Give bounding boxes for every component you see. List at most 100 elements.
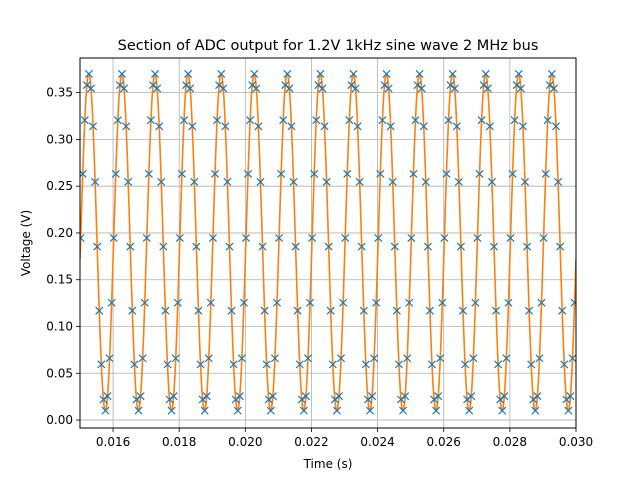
y-tick-label: 0.10 xyxy=(46,319,73,333)
adc-sample-marker xyxy=(233,406,242,415)
x-tick-label: 0.026 xyxy=(427,435,461,449)
adc-sample-marker xyxy=(537,298,546,307)
adc-sample-marker xyxy=(241,233,251,243)
adc-sample-marker xyxy=(386,122,395,131)
adc-sample-marker xyxy=(452,122,461,131)
adc-sample-marker xyxy=(370,354,379,363)
adc-sample-marker xyxy=(419,122,428,131)
adc-sample-marker xyxy=(339,298,348,307)
adc-sample-marker xyxy=(268,392,277,401)
adc-sample-marker xyxy=(436,354,445,363)
adc-sample-marker xyxy=(355,177,364,186)
adc-sample-marker xyxy=(221,122,230,131)
y-ticks: 0.00 0.05 0.10 0.15 0.20 0.25 0.30 0.35 xyxy=(46,86,80,427)
adc-sample-marker xyxy=(483,84,492,93)
adc-sample-marker xyxy=(566,392,575,401)
adc-sample-marker xyxy=(308,233,317,243)
adc-sample-marker xyxy=(122,122,131,131)
adc-sample-marker xyxy=(409,169,418,178)
adc-sample-marker xyxy=(427,360,437,369)
adc-sample-marker xyxy=(153,84,162,93)
adc-sample-marker xyxy=(520,177,530,186)
adc-sample-marker xyxy=(514,69,523,78)
adc-sample-marker xyxy=(239,298,248,307)
adc-sample-marker xyxy=(444,116,453,125)
adc-sample-marker xyxy=(260,306,269,315)
adc-sample-marker xyxy=(353,122,362,131)
adc-sample-marker xyxy=(568,354,576,363)
adc-sample-marker xyxy=(421,177,430,186)
adc-sample-marker xyxy=(506,233,515,243)
adc-sample-marker xyxy=(105,354,114,363)
adc-sample-marker xyxy=(89,122,98,131)
x-tick-label: 0.024 xyxy=(360,435,394,449)
adc-sample-marker xyxy=(368,392,377,401)
adc-sample-marker xyxy=(415,69,424,78)
adc-sample-marker xyxy=(475,169,484,178)
adc-sample-marker xyxy=(124,177,133,186)
adc-sample-marker xyxy=(80,233,85,243)
adc-sample-marker xyxy=(328,360,337,369)
adc-sample-marker xyxy=(326,306,335,315)
x-tick-label: 0.020 xyxy=(228,435,262,449)
adc-sample-marker xyxy=(235,392,244,401)
adc-sample-marker xyxy=(320,122,329,131)
adc-sample-marker xyxy=(359,306,368,315)
adc-sample-marker xyxy=(111,169,120,178)
adc-sample-marker xyxy=(169,392,178,401)
adc-sample-marker xyxy=(130,360,139,369)
series-marker-group xyxy=(80,69,576,415)
adc-sample-marker xyxy=(417,84,426,93)
adc-sample-marker xyxy=(361,360,370,369)
adc-sample-marker xyxy=(213,116,222,125)
adc-sample-marker xyxy=(159,242,168,251)
adc-sample-marker xyxy=(324,242,333,251)
adc-sample-marker xyxy=(227,306,236,315)
adc-sample-marker xyxy=(382,69,391,78)
adc-sample-marker xyxy=(258,242,267,251)
adc-sample-marker xyxy=(541,169,550,178)
plot-area xyxy=(80,69,576,415)
adc-sample-marker xyxy=(202,392,211,401)
adc-sample-marker xyxy=(432,406,441,415)
adc-sample-marker xyxy=(527,360,536,369)
adc-sample-marker xyxy=(394,360,403,369)
adc-sample-marker xyxy=(229,360,238,369)
adc-sample-marker xyxy=(310,169,319,178)
adc-sample-marker xyxy=(126,242,135,251)
adc-sample-marker xyxy=(134,406,143,415)
adc-sample-marker xyxy=(107,298,116,307)
adc-sample-marker xyxy=(498,406,507,415)
adc-sample-marker xyxy=(376,169,385,178)
adc-sample-marker xyxy=(225,242,234,251)
adc-sample-marker xyxy=(151,69,160,78)
sine-fit-line xyxy=(80,72,576,412)
adc-sample-marker xyxy=(279,116,288,125)
x-tick-label: 0.028 xyxy=(493,435,527,449)
adc-sample-marker xyxy=(186,84,195,93)
adc-sample-marker xyxy=(440,233,449,243)
adc-sample-marker xyxy=(570,298,576,307)
adc-sample-marker xyxy=(318,84,327,93)
adc-sample-marker xyxy=(120,84,129,93)
adc-sample-marker xyxy=(196,360,205,369)
series-line-group xyxy=(80,72,576,412)
adc-sample-marker xyxy=(554,177,563,186)
adc-sample-marker xyxy=(171,354,180,363)
adc-sample-marker xyxy=(384,84,393,93)
adc-sample-marker xyxy=(450,84,459,93)
x-tick-label: 0.030 xyxy=(559,435,593,449)
adc-sample-marker xyxy=(337,354,346,363)
adc-sample-marker xyxy=(210,169,220,178)
adc-sample-marker xyxy=(295,360,304,369)
adc-sample-marker xyxy=(109,233,118,243)
adc-sample-marker xyxy=(487,177,496,186)
adc-sample-marker xyxy=(365,406,375,415)
adc-sample-marker xyxy=(531,406,540,415)
adc-sample-marker xyxy=(272,298,282,307)
adc-sample-marker xyxy=(97,360,106,369)
adc-sample-marker xyxy=(138,354,147,363)
adc-sample-marker xyxy=(194,306,203,315)
adc-sample-marker xyxy=(299,406,308,415)
